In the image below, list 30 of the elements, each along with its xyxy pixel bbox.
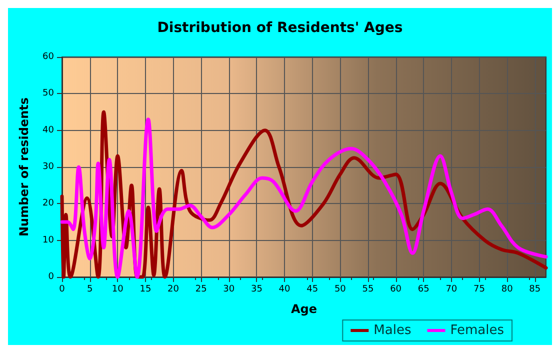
y-tick-label: 20 xyxy=(42,198,54,209)
legend-label: Males xyxy=(374,323,412,338)
x-tick-label: 85 xyxy=(529,284,541,294)
y-tick-label: 60 xyxy=(42,52,54,62)
y-tick-label: 30 xyxy=(42,162,54,172)
legend-label: Females xyxy=(450,323,504,338)
x-tick-label: 55 xyxy=(362,284,374,294)
x-tick-label: 10 xyxy=(112,284,124,294)
x-axis-title: Age xyxy=(290,302,318,316)
x-tick-label: 30 xyxy=(223,284,235,294)
x-tick-label: 5 xyxy=(86,284,93,294)
x-tick-label: 50 xyxy=(334,284,346,294)
x-tick-label: 75 xyxy=(474,284,485,294)
x-tick-label: 70 xyxy=(446,284,458,294)
x-tick-label: 20 xyxy=(168,284,180,294)
x-tick-label: 15 xyxy=(140,284,152,294)
y-tick-label: 40 xyxy=(42,125,54,136)
x-tick-label: 60 xyxy=(390,284,402,294)
x-tick-label: 80 xyxy=(501,284,514,294)
y-tick-label: 50 xyxy=(42,88,54,99)
x-tick-label: 65 xyxy=(418,284,430,294)
y-tick-label: 0 xyxy=(48,272,54,282)
x-tick-label: 40 xyxy=(278,284,291,294)
y-tick-label: 10 xyxy=(42,235,54,246)
x-tick-label: 25 xyxy=(195,284,207,294)
x-tick-label: 35 xyxy=(250,284,262,294)
y-axis-title: Number of residents xyxy=(17,97,31,237)
x-tick-label: 0 xyxy=(59,284,66,294)
x-tick-label: 45 xyxy=(306,284,318,294)
chart-title: Distribution of Residents' Ages xyxy=(157,20,403,36)
